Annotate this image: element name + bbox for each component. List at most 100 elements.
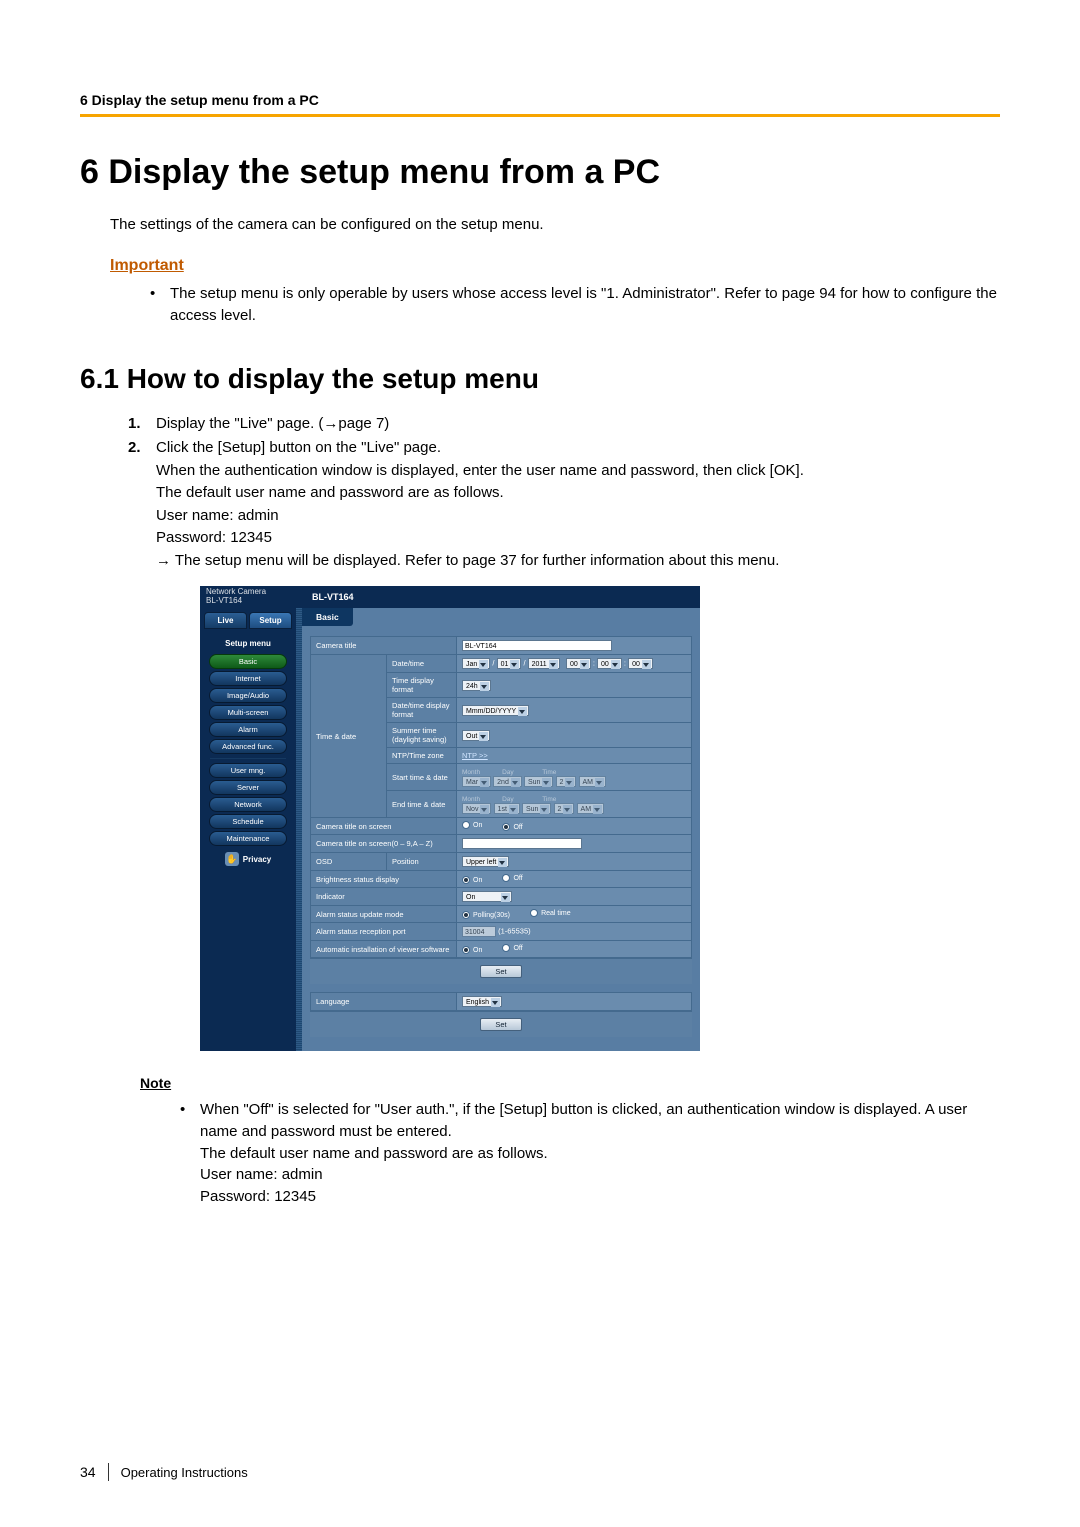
row-indicator-label: Indicator <box>311 888 457 906</box>
step-2d: User name: admin <box>128 505 1000 528</box>
tab-setup[interactable]: Setup <box>249 612 292 629</box>
osd-position-select[interactable]: Upper left <box>462 856 509 867</box>
etd-hour[interactable]: 2 <box>554 803 575 814</box>
aivs-on-label: On <box>473 947 482 954</box>
sidebar-item-network[interactable]: Network <box>209 797 287 812</box>
privacy-label: Privacy <box>243 855 271 864</box>
etd-month[interactable]: Nov <box>462 803 491 814</box>
std-day[interactable]: 2nd <box>493 776 522 787</box>
etd-hdr-day: Day <box>502 796 540 803</box>
dtdf-select[interactable]: Mmm/DD/YYYY <box>462 705 529 716</box>
sidebar-item-multi-screen[interactable]: Multi-screen <box>209 705 287 720</box>
sidebar-item-schedule[interactable]: Schedule <box>209 814 287 829</box>
content-tab-basic[interactable]: Basic <box>302 608 353 626</box>
datetime-min[interactable]: 00 <box>597 658 622 669</box>
step-number: 1. <box>128 413 156 436</box>
step-1: Display the "Live" page. (→page 7) <box>156 415 389 432</box>
row-bright-label: Brightness status display <box>311 871 457 888</box>
etd-hdr-month: Month <box>462 796 500 803</box>
datetime-month[interactable]: Jan <box>462 658 490 669</box>
asrp-input[interactable]: 31004 <box>462 926 496 937</box>
row-dtdf-label: Date/time display format <box>387 698 457 723</box>
etd-hdr-time: Time <box>542 796 580 803</box>
ctos-on[interactable]: On <box>462 821 482 829</box>
note-l4: Password: 12345 <box>200 1186 1000 1208</box>
set-button-2[interactable]: Set <box>480 1018 521 1031</box>
bullet-dot: • <box>180 1099 200 1208</box>
etd-day[interactable]: 1st <box>494 803 520 814</box>
ctosv-input[interactable] <box>462 838 582 849</box>
header-rule <box>80 114 1000 117</box>
datetime-sec[interactable]: 00 <box>628 658 653 669</box>
bright-on-label: On <box>473 877 482 884</box>
etd-week[interactable]: Sun <box>522 803 551 814</box>
datetime-day[interactable]: 01 <box>497 658 522 669</box>
sidebar-item-maintenance[interactable]: Maintenance <box>209 831 287 846</box>
tdf-select[interactable]: 24h <box>462 680 491 691</box>
row-osd-sub: Position <box>387 853 457 871</box>
shot-nc2: BL-VT164 <box>206 597 266 606</box>
tab-live[interactable]: Live <box>204 612 247 629</box>
sidebar-item-advanced-func[interactable]: Advanced func. <box>209 739 287 754</box>
asum-polling-label: Polling(30s) <box>473 912 510 919</box>
std-hdr-day: Day <box>502 769 540 776</box>
row-etd-value: Month Day Time Nov 1st Sun 2 AM <box>457 791 692 818</box>
ntp-link[interactable]: NTP >> <box>462 751 488 760</box>
footer-doc: Operating Instructions <box>121 1465 248 1480</box>
row-summer-label: Summer time (daylight saving) <box>387 723 457 748</box>
std-hdr-time: Time <box>542 769 580 776</box>
aivs-on[interactable]: On <box>462 946 482 954</box>
row-ctosv-label: Camera title on screen(0 – 9,A – Z) <box>311 835 457 853</box>
lang-select[interactable]: English <box>462 996 502 1007</box>
step-2b: When the authentication window is displa… <box>128 460 1000 483</box>
camera-title-input[interactable]: BL-VT164 <box>462 640 612 651</box>
important-text: The setup menu is only operable by users… <box>170 283 1000 327</box>
ctos-on-label: On <box>473 822 482 829</box>
row-std-value: Month Day Time Mar 2nd Sun 2 AM <box>457 764 692 791</box>
shot-model: BL-VT164 <box>312 592 354 602</box>
important-bullet: •The setup menu is only operable by user… <box>80 283 1000 327</box>
sidebar: Live Setup Setup menu Basic Internet Ima… <box>200 608 296 1051</box>
row-tdf-label: Time display format <box>387 673 457 698</box>
summer-select[interactable]: Out <box>462 730 490 741</box>
sidebar-item-alarm[interactable]: Alarm <box>209 722 287 737</box>
ctos-off[interactable]: Off <box>502 823 522 831</box>
asum-polling[interactable]: Polling(30s) <box>462 911 510 919</box>
sidebar-item-server[interactable]: Server <box>209 780 287 795</box>
std-month[interactable]: Mar <box>462 776 491 787</box>
row-asum-label: Alarm status update mode <box>311 906 457 923</box>
sidebar-item-privacy[interactable]: ✋ Privacy <box>204 852 292 866</box>
bright-off[interactable]: Off <box>502 874 522 882</box>
footer-sep <box>108 1463 109 1481</box>
datetime-hour[interactable]: 00 <box>566 658 591 669</box>
step-number: 2. <box>128 437 156 460</box>
aivs-off[interactable]: Off <box>502 944 522 952</box>
sidebar-heading: Setup menu <box>204 639 292 648</box>
std-hour[interactable]: 2 <box>556 776 577 787</box>
etd-ampm[interactable]: AM <box>577 803 605 814</box>
asum-realtime[interactable]: Real time <box>530 909 571 917</box>
step-2a: Click the [Setup] button on the "Live" p… <box>156 439 441 456</box>
indicator-select[interactable]: On <box>462 891 512 902</box>
page-footer: 34 Operating Instructions <box>80 1463 248 1481</box>
row-etd-label: End time & date <box>387 791 457 818</box>
sidebar-item-basic[interactable]: Basic <box>209 654 287 669</box>
shot-header: Network CameraBL-VT164 BL-VT164 <box>200 586 700 608</box>
bright-on[interactable]: On <box>462 876 482 884</box>
page-number: 34 <box>80 1464 96 1480</box>
section-title: 6.1 How to display the setup menu <box>80 363 1000 395</box>
sidebar-item-user-mng[interactable]: User mng. <box>209 763 287 778</box>
row-osd-label: OSD <box>311 853 387 871</box>
row-datetime-label: Date/time <box>387 655 457 673</box>
std-week[interactable]: Sun <box>524 776 553 787</box>
datetime-year[interactable]: 2011 <box>528 658 560 669</box>
row-lang-label: Language <box>311 993 457 1011</box>
std-ampm[interactable]: AM <box>579 776 607 787</box>
sidebar-item-internet[interactable]: Internet <box>209 671 287 686</box>
sidebar-sep <box>210 758 286 759</box>
bright-off-label: Off <box>513 875 522 882</box>
note-label: Note <box>140 1075 1000 1091</box>
set-button-1[interactable]: Set <box>480 965 521 978</box>
sidebar-item-image-audio[interactable]: Image/Audio <box>209 688 287 703</box>
chapter-intro: The settings of the camera can be config… <box>80 214 1000 235</box>
